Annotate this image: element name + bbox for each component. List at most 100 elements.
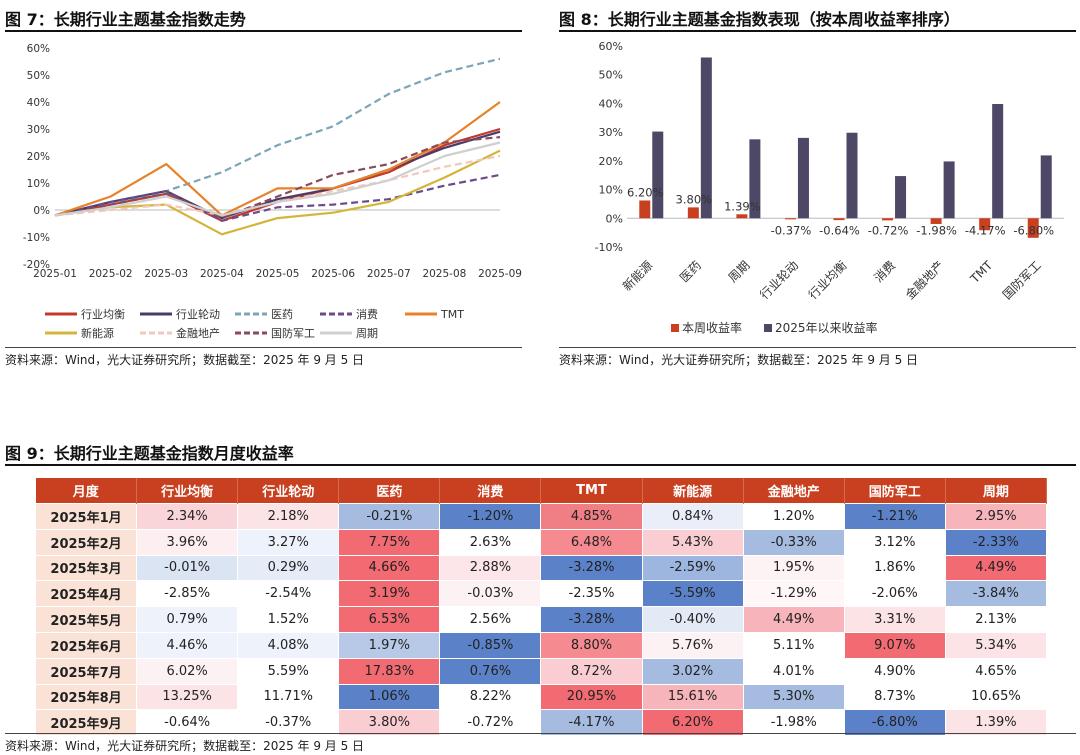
table-row: 2025年8月 13.25% 11.71% 1.06% 8.22% 20.95% 15.61… [34,683,1048,711]
return-cell: 7.75% [338,528,441,556]
table-header-cell: 月度 [35,478,138,504]
return-cell: 1.86% [843,554,946,582]
table-row: 2025年2月 3.96% 3.27% 7.75% 2.63% 6.48% 5.43% -0.… [34,528,1048,556]
return-cell: 2.88% [439,554,542,582]
return-cell: -1.20% [439,503,542,530]
fig7-series-line [54,141,501,217]
fig8-source: 资料来源：Wind，光大证券研究所；数据截至：2025 年 9 月 5 日 [559,353,919,367]
fig8-data-label: 3.80% [676,192,713,206]
table-header-cell: 消费 [439,478,542,504]
return-cell: 2.34% [136,503,239,530]
fig8-top-rule [559,30,1076,32]
fig8-bar-weekly-return [736,214,748,219]
return-cell: 5.43% [641,528,744,556]
fig7-legend-label: 周期 [356,327,378,340]
fig7-source: 资料来源：Wind，光大证券研究所；数据截至：2025 年 9 月 5 日 [5,353,365,367]
fig7-series-line [54,149,501,236]
return-cell: -0.21% [338,503,441,530]
monthly-returns-table: 月度 行业均衡 行业轮动 医药 消费 TMT 新能源 金融地产 国防军工 周期 2025年1月 2.… [34,478,1048,737]
fig7-legend-label: 国防军工 [271,326,315,340]
fig8-bar-weekly-return [833,218,845,221]
fig7-series-line [54,173,501,222]
fig7-x-tick-label: 2025-04 [200,268,244,280]
fig8-data-label: 6.20% [627,185,664,199]
month-cell: 2025年4月 [34,580,138,608]
fig8-bar-ytd-return [797,137,809,219]
return-cell: -1.21% [843,503,946,530]
return-cell: 4.01% [742,657,845,685]
return-cell: -2.35% [540,580,643,608]
fig7-x-tick-label: 2025-05 [256,268,300,280]
table-row: 2025年7月 6.02% 5.59% 17.83% 0.76% 8.72% 3.02% 4.… [34,657,1048,685]
return-cell: 6.48% [540,528,643,556]
return-cell: 3.02% [641,657,744,685]
fig8-title: 图 8：长期行业主题基金指数表现（按本周收益率排序） [559,10,960,29]
return-cell: -3.84% [944,580,1048,608]
fig8-legend-swatch [671,324,679,332]
fig9-bottom-rule [5,733,1076,734]
fig7-x-tick-label: 2025-09 [478,268,522,280]
return-cell: 6.02% [136,657,239,685]
fig8-y-tick-label: -10% [595,241,623,254]
table-header-cell: 行业轮动 [237,478,340,504]
return-cell: 0.29% [237,554,340,582]
fig7-series-line [54,57,501,217]
return-cell: 8.80% [540,631,643,659]
return-cell: -1.98% [742,709,845,737]
return-cell: 0.79% [136,606,239,633]
fig7-legend-label: 金融地产 [176,326,220,340]
fig8-category-label: 行业均衡 [806,258,850,302]
return-cell: 6.53% [338,606,441,633]
fig8-data-label: -1.98% [916,223,957,237]
fig8-bar-ytd-return [895,176,907,219]
fig8-y-tick-label: 30% [599,126,623,139]
table-row: 2025年4月 -2.85% -2.54% 3.19% -0.03% -2.35% -5.5… [34,580,1048,608]
fig9-title: 图 9：长期行业主题基金指数月度收益率 [5,444,294,463]
fig8-bar-weekly-return [784,218,796,220]
fig8-y-tick-label: 20% [599,155,623,168]
return-cell: 4.90% [843,657,946,685]
return-cell: 3.80% [338,709,441,737]
return-cell: 1.20% [742,503,845,530]
return-cell: 17.83% [338,657,441,685]
fig8-legend-label: 2025年以来收益率 [775,320,878,335]
fig7-x-tick-label: 2025-08 [422,268,466,280]
return-cell: -0.37% [237,709,340,737]
return-cell: 5.59% [237,657,340,685]
fig8-category-label: 金融地产 [902,258,947,303]
fig8-bar-ytd-return [943,161,955,219]
return-cell: -1.29% [742,580,845,608]
return-cell: 1.97% [338,631,441,659]
table-row: 2025年1月 2.34% 2.18% -0.21% -1.20% 4.85% 0.84% 1… [34,503,1048,530]
return-cell: -0.72% [439,709,542,737]
fig8-category-label: 行业轮动 [757,258,801,302]
fig7-series-line [54,136,501,220]
month-cell: 2025年1月 [34,503,138,530]
return-cell: -2.06% [843,580,946,608]
return-cell: -0.03% [439,580,542,608]
table-header-cell: 新能源 [642,478,744,504]
return-cell: 0.84% [641,503,744,530]
fig8-category-label: 消费 [871,258,898,285]
table-row: 2025年6月 4.46% 4.08% 1.97% -0.85% 8.80% 5.76% 5.… [34,631,1048,659]
fig7-y-tick-label: -20% [23,259,50,271]
fig9-source: 资料来源：Wind，光大证券研究所；数据截至：2025 年 9 月 5 日 [5,739,365,753]
fig8-bar-weekly-return [1027,218,1039,238]
return-cell: -0.40% [641,606,744,633]
fig7-y-tick-label: 0% [33,205,50,217]
return-cell: 1.39% [944,709,1048,737]
return-cell: 5.34% [944,631,1048,659]
return-cell: 6.20% [641,709,744,737]
fig8-bar-weekly-return [882,218,894,221]
return-cell: 4.85% [540,503,643,530]
fig7-legend-label: 行业均衡 [81,308,125,321]
fig7-x-tick-label: 2025-02 [89,268,133,280]
fig8-bar-weekly-return [979,218,991,231]
return-cell: 4.08% [237,631,340,659]
fig7-legend-label: TMT [440,308,464,321]
return-cell: 2.13% [944,606,1048,633]
fig8-data-label: -6.80% [1013,223,1054,237]
table-row: 2025年5月 0.79% 1.52% 6.53% 2.56% -3.28% -0.40% 4… [34,606,1048,633]
return-cell: 4.66% [338,554,441,582]
return-cell: -2.54% [237,580,340,608]
